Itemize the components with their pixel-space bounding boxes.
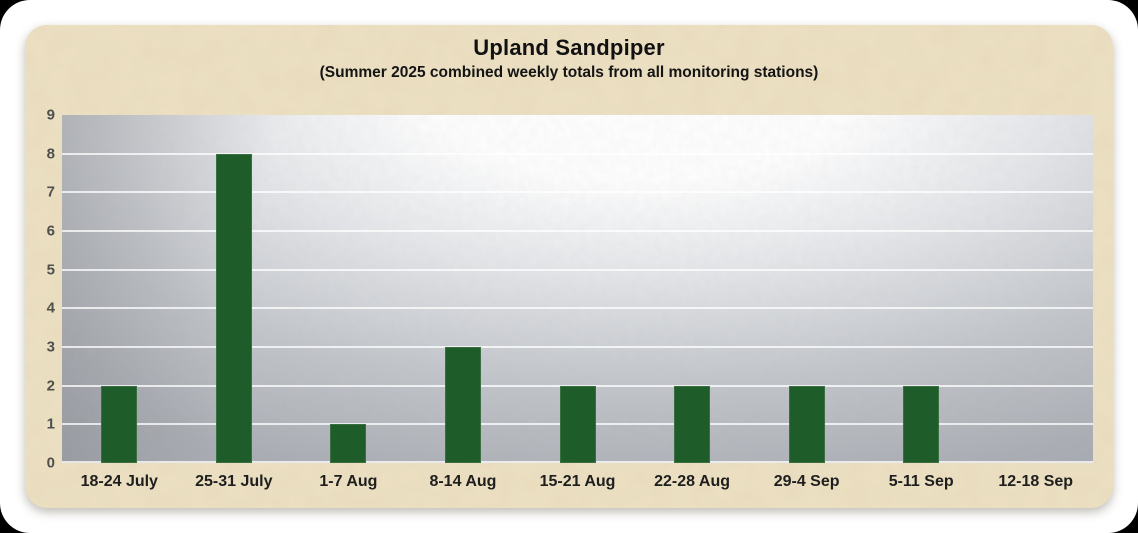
y-tick-label-9: 9 <box>46 106 55 124</box>
chart-title: Upland Sandpiper <box>473 35 665 60</box>
y-tick-label-1: 1 <box>46 415 55 433</box>
x-tick-label-18-24 July: 18-24 July <box>80 473 158 490</box>
bar-8-14 Aug <box>444 347 481 463</box>
x-tick-label-25-31 July: 25-31 July <box>195 473 273 490</box>
x-tick-label-1-7 Aug: 1-7 Aug <box>319 473 378 490</box>
gridline-7 <box>62 191 1093 194</box>
bar-5-11 Sep <box>903 385 940 463</box>
x-tick-label-12-18 Sep: 12-18 Sep <box>998 473 1074 490</box>
bar-1-7 Aug <box>330 424 367 463</box>
bar-22-28 Aug <box>674 385 711 463</box>
y-tick-label-6: 6 <box>46 222 55 240</box>
x-tick-label-29-4 Sep: 29-4 Sep <box>773 473 840 490</box>
x-tick-label-5-11 Sep: 5-11 Sep <box>888 473 954 490</box>
y-tick-label-5: 5 <box>46 261 55 279</box>
bar-25-31 July <box>215 153 252 463</box>
parchment-panel: Upland Sandpiper (Summer 2025 combined w… <box>25 25 1113 508</box>
bar-29-4 Sep <box>788 385 825 463</box>
x-axis: 18-24 July 25-31 July 1-7 Aug 8-14 Aug 15-21… <box>62 471 1093 501</box>
gridline-8 <box>62 152 1093 155</box>
gridline-4 <box>62 307 1093 310</box>
y-tick-label-8: 8 <box>46 145 55 163</box>
y-tick-label-7: 7 <box>46 183 55 201</box>
y-tick-label-2: 2 <box>46 377 55 395</box>
y-tick-label-4: 4 <box>46 299 55 317</box>
plot-area <box>62 115 1093 463</box>
chart-subtitle: (Summer 2025 combined weekly totals from… <box>319 64 819 81</box>
bar-18-24 July <box>101 385 138 463</box>
x-tick-label-8-14 Aug: 8-14 Aug <box>429 473 497 490</box>
gridline-5 <box>62 268 1093 271</box>
y-tick-label-0: 0 <box>46 454 55 472</box>
gridline-6 <box>62 230 1093 232</box>
gridline-3 <box>62 346 1093 348</box>
x-tick-label-15-21 Aug: 15-21 Aug <box>539 473 616 490</box>
y-tick-label-3: 3 <box>46 338 55 356</box>
x-tick-label-22-28 Aug: 22-28 Aug <box>654 473 730 490</box>
chart-header: Upland Sandpiper (Summer 2025 combined w… <box>25 35 1113 82</box>
y-axis: 0 1 2 3 4 5 6 7 8 9 <box>25 107 55 472</box>
bar-15-21 Aug <box>559 385 596 463</box>
